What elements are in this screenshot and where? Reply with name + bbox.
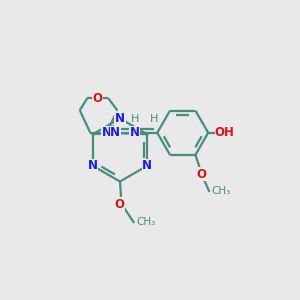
Text: CH₃: CH₃ <box>136 217 155 227</box>
Text: N: N <box>142 159 152 172</box>
Text: N: N <box>88 159 98 172</box>
Text: N: N <box>110 126 120 139</box>
Text: O: O <box>196 168 206 181</box>
Text: N: N <box>130 126 140 139</box>
Text: N: N <box>115 112 125 125</box>
Text: CH₃: CH₃ <box>212 186 231 196</box>
Text: OH: OH <box>214 126 234 139</box>
Text: N: N <box>102 126 112 139</box>
Text: O: O <box>114 197 124 211</box>
Text: O: O <box>93 92 103 105</box>
Text: H: H <box>150 114 158 124</box>
Text: H: H <box>130 114 139 124</box>
